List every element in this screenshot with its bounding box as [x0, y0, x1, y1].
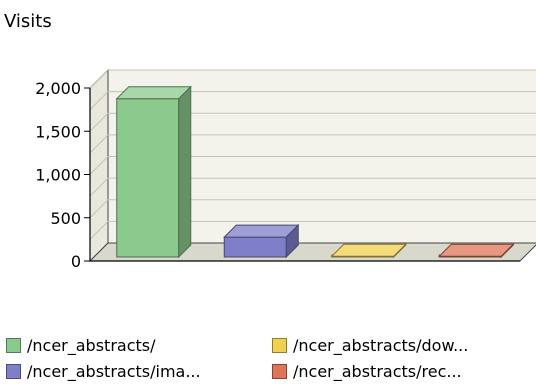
legend-item: /ncer_abstracts/rec... — [272, 362, 462, 381]
gridline — [89, 112, 536, 132]
gridline — [89, 156, 536, 175]
y-axis-label: Visits — [4, 11, 52, 32]
gridline — [89, 220, 536, 240]
bar-side — [500, 243, 514, 259]
y-tick-label: 1,000 — [35, 166, 81, 185]
bar — [116, 98, 180, 258]
y-tick-label: 2,000 — [35, 79, 81, 98]
legend-swatch — [6, 338, 21, 353]
legend-label: /ncer_abstracts/rec... — [293, 362, 462, 381]
legend-item: /ncer_abstracts/ — [6, 336, 156, 355]
legend-item: /ncer_abstracts/ima... — [6, 362, 201, 381]
legend-swatch — [6, 364, 21, 379]
gridline — [89, 199, 536, 219]
y-tick-label: 1,500 — [35, 122, 81, 141]
gridline — [89, 69, 536, 89]
bar-side — [393, 243, 407, 259]
y-tick-label: 0 — [71, 252, 81, 271]
y-tick-label: 500 — [50, 209, 81, 228]
bar-chart: Visits 0 500 1,000 1,500 2,000 — [4, 11, 536, 271]
legend-swatch — [272, 338, 287, 353]
bar-side — [285, 223, 299, 259]
bar-top — [223, 224, 300, 238]
bar-side — [178, 85, 192, 259]
legend-item: /ncer_abstracts/dow... — [272, 336, 468, 355]
gridline — [89, 134, 536, 154]
bar-top — [115, 86, 192, 100]
gridline — [89, 91, 536, 110]
bar-top — [438, 243, 515, 257]
legend-label: /ncer_abstracts/ima... — [27, 362, 201, 381]
bar-top — [330, 243, 407, 257]
legend-label: /ncer_abstracts/dow... — [293, 336, 469, 355]
gridline — [89, 177, 536, 197]
bar — [223, 236, 287, 258]
legend-swatch — [272, 364, 287, 379]
legend-label: /ncer_abstracts/ — [27, 336, 156, 355]
